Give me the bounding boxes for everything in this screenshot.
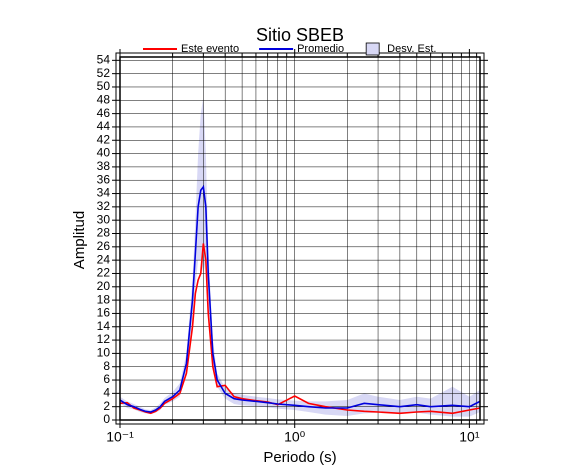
legend-swatch [365, 42, 380, 56]
y-tick-label: 8 [103, 359, 110, 373]
y-tick-label: 28 [97, 226, 111, 240]
y-tick-label: 40 [97, 146, 111, 160]
plot-frame [119, 56, 481, 421]
y-tick-label: 52 [97, 66, 111, 80]
y-tick-label: 18 [97, 292, 111, 306]
legend-label: Desv. Est. [387, 43, 436, 55]
y-tick-label: 50 [97, 79, 111, 93]
x-tick-label: 10⁰ [284, 429, 306, 445]
y-tick-label: 34 [97, 186, 111, 200]
y-tick-label: 26 [97, 239, 111, 253]
y-tick-label: 24 [97, 252, 111, 266]
y-tick-label: 0 [103, 412, 110, 426]
y-tick-label: 42 [97, 132, 111, 146]
y-tick-label: 4 [103, 386, 110, 400]
y-tick-label: 46 [97, 106, 111, 120]
legend-label: Este evento [181, 43, 239, 55]
y-tick-label: 14 [97, 319, 111, 333]
chart-title: Sitio SBEB [256, 25, 344, 45]
y-axis-label: Amplitud [71, 211, 88, 269]
y-tick-label: 16 [97, 306, 111, 320]
y-tick-label: 30 [97, 212, 111, 226]
x-tick-label: 10¹ [459, 429, 480, 445]
plot-frame-outer [115, 52, 485, 425]
y-tick-label: 36 [97, 172, 111, 186]
y-tick-label: 44 [97, 119, 111, 133]
series-line [119, 184, 481, 413]
y-tick-label: 6 [103, 372, 110, 386]
y-tick-label: 12 [97, 332, 111, 346]
x-axis-label: Periodo (s) [263, 449, 336, 466]
y-tick-label: 22 [97, 266, 111, 280]
y-tick-label: 10 [97, 346, 111, 360]
y-tick-label: 32 [97, 199, 111, 213]
std-band [120, 96, 480, 417]
legend-label: Promedio [297, 43, 344, 55]
x-tick-label: 10⁻¹ [106, 429, 134, 445]
y-tick-label: 2 [103, 399, 110, 413]
y-tick-label: 48 [97, 92, 111, 106]
y-tick-label: 20 [97, 279, 111, 293]
y-tick-label: 38 [97, 159, 111, 173]
series-line [119, 243, 481, 415]
y-tick-label: 54 [97, 53, 111, 67]
